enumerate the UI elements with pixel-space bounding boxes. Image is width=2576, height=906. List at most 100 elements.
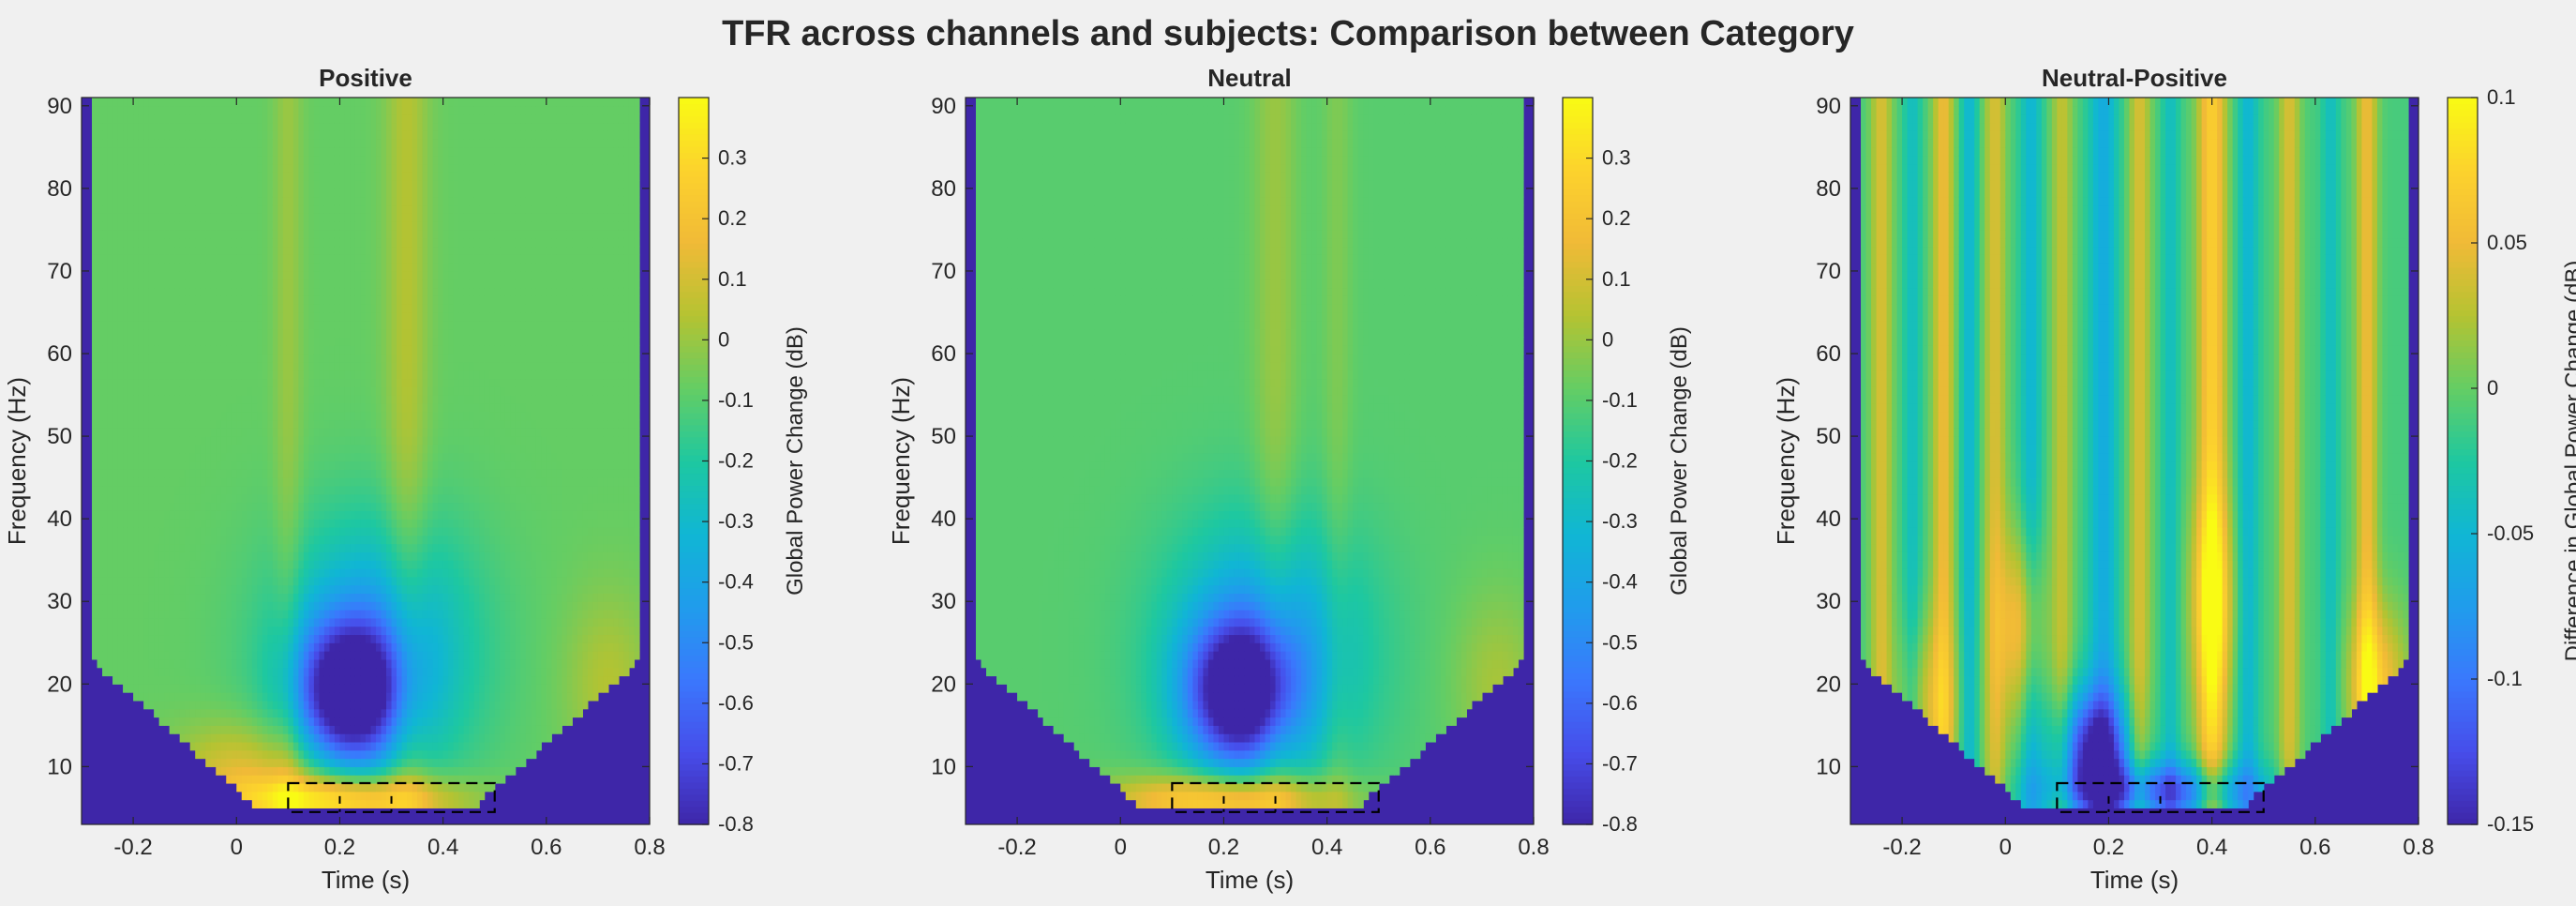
heatmap-cell [262, 668, 268, 676]
heatmap-cell [350, 783, 355, 792]
heatmap-cell [288, 106, 293, 114]
heatmap-cell [350, 147, 355, 156]
heatmap-cell [97, 593, 103, 601]
heatmap-cell [164, 279, 170, 288]
heatmap-cell [382, 156, 387, 164]
heatmap-cell [128, 610, 134, 618]
heatmap-cell [123, 295, 128, 304]
heatmap-cell [201, 163, 206, 172]
heatmap-cell [308, 536, 314, 544]
heatmap-cell [226, 345, 232, 354]
heatmap-cell [335, 321, 340, 329]
heatmap-cell [180, 419, 186, 428]
heatmap-cell [112, 122, 118, 130]
heatmap-cell [392, 766, 397, 775]
heatmap-cell [397, 221, 402, 230]
heatmap-cell [366, 370, 371, 379]
heatmap-cell [252, 701, 258, 709]
heatmap-cell [92, 453, 97, 461]
heatmap-cell [159, 354, 165, 362]
heatmap-cell [262, 221, 268, 230]
heatmap-cell [267, 130, 273, 139]
heatmap-cell [170, 247, 175, 255]
heatmap-cell [283, 288, 289, 296]
heatmap-cell [149, 593, 155, 601]
heatmap-cell [339, 98, 345, 106]
heatmap-cell [288, 610, 293, 618]
heatmap-cell [149, 510, 155, 519]
heatmap-cell [283, 180, 289, 189]
heatmap-cell [304, 295, 309, 304]
heatmap-cell [139, 156, 144, 164]
heatmap-cell [190, 568, 196, 577]
heatmap-cell [324, 345, 330, 354]
heatmap-cell [108, 204, 113, 213]
heatmap-cell [355, 651, 361, 659]
heatmap-cell [112, 295, 118, 304]
heatmap-cell [355, 510, 361, 519]
heatmap-cell [185, 503, 190, 511]
heatmap-cell [139, 337, 144, 345]
heatmap-cell [345, 354, 351, 362]
heatmap-cell [355, 114, 361, 123]
heatmap-cell [195, 527, 201, 536]
heatmap-cell [133, 461, 139, 470]
heatmap-cell [386, 419, 392, 428]
heatmap-cell [397, 419, 402, 428]
heatmap-cell [211, 717, 217, 726]
heatmap-cell [319, 370, 324, 379]
heatmap-cell [382, 130, 387, 139]
heatmap-cell [314, 668, 320, 676]
heatmap-cell [205, 221, 211, 230]
heatmap-cell [257, 321, 262, 329]
heatmap-cell [329, 395, 335, 403]
heatmap-cell [205, 403, 211, 412]
heatmap-cell [298, 519, 304, 527]
heatmap-cell [185, 659, 190, 668]
heatmap-cell [267, 288, 273, 296]
heatmap-cell [267, 395, 273, 403]
heatmap-cell [308, 651, 314, 659]
heatmap-cell [397, 279, 402, 288]
heatmap-cell [262, 601, 268, 610]
heatmap-cell [293, 634, 299, 642]
heatmap-cell [360, 156, 366, 164]
heatmap-cell [97, 510, 103, 519]
heatmap-cell [376, 163, 382, 172]
heatmap-cell [118, 147, 124, 156]
heatmap-cell [185, 551, 190, 560]
heatmap-cell [201, 354, 206, 362]
heatmap-cell [329, 477, 335, 486]
heatmap-cell [339, 684, 345, 692]
heatmap-cell [402, 742, 408, 750]
heatmap-cell [154, 304, 159, 312]
heatmap-cell [128, 675, 134, 684]
heatmap-cell [242, 560, 247, 568]
heatmap-cell [211, 568, 217, 577]
heatmap-cell [128, 419, 134, 428]
heatmap-cell [247, 428, 252, 436]
heatmap-cell [397, 304, 402, 312]
heatmap-cell [143, 329, 149, 338]
heatmap-cell [92, 568, 97, 577]
heatmap-cell [283, 585, 289, 594]
heatmap-cell [308, 419, 314, 428]
heatmap-cell [407, 783, 412, 792]
heatmap-cell [226, 692, 232, 701]
heatmap-cell [288, 684, 293, 692]
heatmap-cell [288, 238, 293, 247]
heatmap-cell [226, 725, 232, 733]
heatmap-cell [319, 733, 324, 742]
heatmap-cell [149, 577, 155, 585]
heatmap-cell [139, 263, 144, 271]
heatmap-cell [262, 593, 268, 601]
heatmap-cell [185, 238, 190, 247]
heatmap-cell [350, 445, 355, 453]
heatmap-cell [339, 503, 345, 511]
heatmap-cell [195, 156, 201, 164]
heatmap-cell [180, 122, 186, 130]
heatmap-cell [190, 147, 196, 156]
heatmap-cell [221, 453, 227, 461]
heatmap-cell [143, 337, 149, 345]
heatmap-cell [174, 180, 180, 189]
